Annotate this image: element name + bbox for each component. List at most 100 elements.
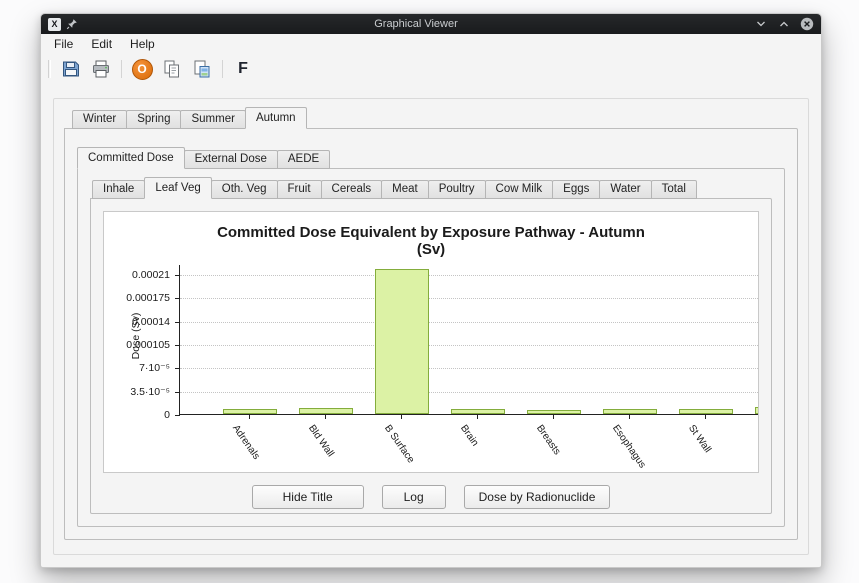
bar-breasts [527,410,581,414]
tab-inhale[interactable]: Inhale [92,180,146,199]
x-axis-labels: Adrenals Bld Wall B Surface Brain Breasts Eso… [179,415,758,472]
power-button[interactable]: O [130,57,154,81]
dose-type-tab-panel: Inhale Leaf Veg Oth. Veg Fruit Cereals M… [77,168,785,527]
season-tabbar: Winter Spring Summer Autumn [64,107,798,129]
toolbar-separator [121,60,122,78]
tab-aede[interactable]: AEDE [276,150,331,169]
copy-special-button[interactable] [190,57,214,81]
shade-button[interactable] [754,17,768,31]
x-category-label: B Surface [381,423,417,466]
save-icon [60,58,82,80]
gridline [180,275,758,276]
gridline [180,321,758,323]
x-category-label: Adrenals [229,423,262,462]
bar-b-surface [375,269,429,414]
y-tick-label: 0.00021 [132,269,170,281]
tab-fruit[interactable]: Fruit [276,180,322,199]
font-button[interactable]: F [231,57,255,81]
graphical-viewer-window: X Graphical Viewer File Edit Help [40,13,822,568]
tab-eggs[interactable]: Eggs [552,180,601,199]
close-button[interactable] [800,17,814,31]
bar-bld-wall [299,408,353,414]
tab-meat[interactable]: Meat [381,180,429,199]
main-frame: Winter Spring Summer Autumn Committed Do… [53,98,809,555]
gridline [180,345,758,346]
tab-spring[interactable]: Spring [126,110,182,129]
season-tab-panel: Committed Dose External Dose AEDE Inhale… [64,128,798,540]
gridline [180,298,758,300]
chart-button-row: Hide Title Log Dose by Radionuclide [103,485,759,509]
y-axis-labels: 0 3.5·10⁻⁵ 7·10⁻⁵ 0.000105 0.00014 0.000175 0.… [104,265,170,421]
y-tick-label: 0.000175 [126,292,170,305]
chart-subtitle: (Sv) [416,241,446,258]
tab-external-dose[interactable]: External Dose [183,150,278,169]
tab-poultry[interactable]: Poultry [427,180,486,199]
copy-button[interactable] [160,57,184,81]
x-tick [553,415,554,419]
menu-help[interactable]: Help [130,37,155,51]
y-tick [175,345,180,346]
save-button[interactable] [59,57,83,81]
menu-file[interactable]: File [54,37,74,51]
toolbar-separator [222,60,223,78]
y-tick-label: 0 [164,409,170,421]
y-tick [175,415,180,416]
menu-bar: File Edit Help [41,34,821,54]
print-button[interactable] [89,57,113,81]
power-icon: O [131,58,153,80]
pathway-tabbar: Inhale Leaf Veg Oth. Veg Fruit Cereals M… [90,177,772,199]
y-tick [175,368,180,370]
y-tick-label: 0.00014 [132,315,170,328]
x-tick [249,415,250,419]
tab-cereals[interactable]: Cereals [320,180,383,199]
x-tick [401,415,402,419]
dose-type-tabbar: Committed Dose External Dose AEDE [77,147,785,169]
bar-clipped [755,407,758,414]
y-tick-label: 7·10⁻⁵ [139,362,170,375]
tab-oth-veg[interactable]: Oth. Veg [210,180,278,199]
tab-autumn[interactable]: Autumn [244,107,307,129]
dose-by-radionuclide-button[interactable]: Dose by Radionuclide [463,485,611,509]
bar-esophagus [603,409,657,414]
tab-total[interactable]: Total [650,180,697,199]
font-icon: F [238,60,248,77]
x-tick [477,415,478,419]
copy-icon [161,58,183,80]
maximize-button[interactable] [777,17,791,31]
tab-leaf-veg[interactable]: Leaf Veg [144,177,212,199]
copy-special-icon [191,58,213,80]
bar-st-wall [679,409,733,414]
toolbar-handle[interactable] [48,60,51,78]
x-category-label: Brain [457,423,481,449]
bar-brain [451,409,505,414]
tab-water[interactable]: Water [599,180,652,199]
bar-adrenals [223,409,277,414]
title-bar[interactable]: X Graphical Viewer [41,14,821,34]
y-tick-label: 0.000105 [126,339,170,351]
tab-winter[interactable]: Winter [72,110,128,129]
tab-committed-dose[interactable]: Committed Dose [77,147,185,169]
x-tick [705,415,706,419]
log-button[interactable]: Log [381,485,446,509]
app-icon: X [48,17,61,31]
tab-summer[interactable]: Summer [180,110,246,129]
window-title: Graphical Viewer [374,18,458,30]
plot-area [175,265,758,416]
x-tick [325,415,326,419]
y-tick [175,391,180,393]
toolbar: O F [41,54,821,84]
printer-icon [90,58,112,80]
tab-cow-milk[interactable]: Cow Milk [484,180,554,199]
menu-edit[interactable]: Edit [91,37,113,51]
x-category-label: Bld Wall [305,423,336,460]
x-tick [629,415,630,419]
pin-icon [66,18,78,30]
x-category-label: Breasts [533,423,563,458]
y-tick [175,275,180,276]
x-category-label: Esophagus [609,423,648,471]
hide-title-button[interactable]: Hide Title [251,485,364,509]
chart-title: Committed Dose Equivalent by Exposure Pa… [217,224,645,241]
gridline [180,368,758,370]
y-tick-label: 3.5·10⁻⁵ [130,385,170,398]
x-category-label: St Wall [685,423,713,455]
